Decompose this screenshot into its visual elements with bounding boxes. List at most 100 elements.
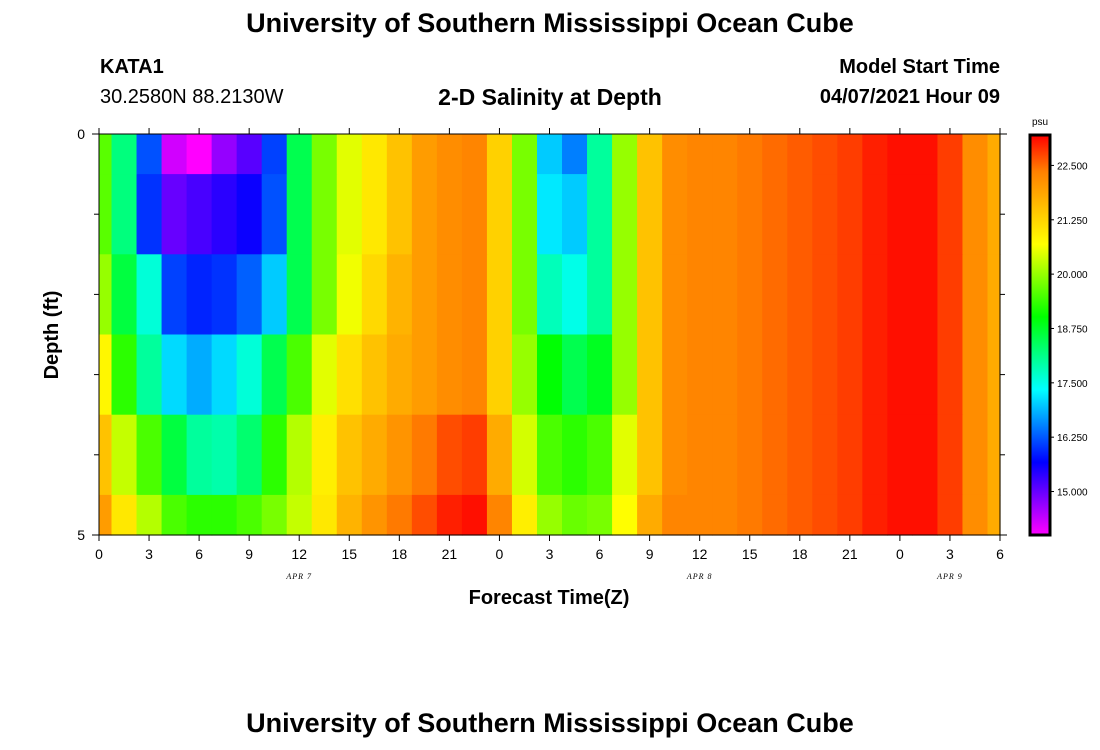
chart-subtitle: 2-D Salinity at Depth	[438, 84, 662, 110]
heatmap-cell	[637, 494, 663, 536]
heatmap-cell	[311, 494, 338, 536]
heatmap-cell	[812, 134, 838, 175]
heatmap-cell	[762, 254, 788, 336]
x-axis-ticks: 0 3 6 9 12 15 18 21 0 3 6 9 12 15 18 21 0 3 6	[95, 128, 1004, 562]
heatmap-cell	[336, 254, 363, 336]
heatmap-cell	[887, 174, 914, 255]
heatmap-cell	[461, 494, 488, 536]
heatmap-cell	[862, 414, 888, 496]
heatmap-cell	[161, 334, 188, 416]
heatmap-cell	[111, 254, 138, 336]
heatmap-cell	[361, 494, 388, 536]
heatmap-cell	[336, 334, 363, 416]
heatmap-cell	[812, 494, 838, 536]
heatmap-cell	[962, 494, 989, 536]
y-axis-ticks: 05	[77, 126, 1007, 543]
heatmap-cell	[912, 174, 939, 255]
heatmap-cell	[311, 134, 338, 175]
heatmap-cell	[687, 254, 713, 336]
heatmap-cell	[211, 334, 238, 416]
heatmap-cell	[261, 334, 288, 416]
heatmap-cell	[787, 414, 813, 496]
heatmap-cell	[687, 134, 713, 175]
heatmap-cell	[637, 414, 663, 496]
heatmap-cell	[286, 174, 313, 255]
heatmap-cell	[436, 414, 463, 496]
heatmap-cell	[186, 134, 213, 175]
heatmap-cell	[712, 334, 738, 416]
heatmap-cell	[211, 174, 238, 255]
heatmap-cell	[286, 494, 313, 536]
heatmap-cell	[962, 134, 989, 175]
heatmap-cell	[762, 414, 788, 496]
heatmap-cell	[111, 414, 138, 496]
heatmap-cell	[311, 254, 338, 336]
heatmap-cell	[186, 494, 213, 536]
heatmap-cell	[486, 254, 513, 336]
heatmap-cell	[511, 174, 538, 255]
heatmap-cell	[436, 494, 463, 536]
heatmap-cell	[236, 174, 263, 255]
heatmap-cell	[161, 414, 188, 496]
heatmap-cell	[461, 134, 488, 175]
x-tick-label: 6	[195, 546, 203, 562]
heatmap-cell	[562, 254, 588, 336]
y-tick-label: 0	[77, 126, 85, 142]
heatmap-cell	[511, 254, 538, 336]
heatmap-cell	[461, 334, 488, 416]
heatmap-cell	[862, 494, 888, 536]
heatmap-cell	[311, 414, 338, 496]
heatmap-cell	[486, 334, 513, 416]
date-label: APR 9	[936, 572, 963, 581]
heatmap-cell	[987, 134, 1001, 175]
heatmap-cell	[186, 334, 213, 416]
heatmap-cell	[812, 174, 838, 255]
x-tick-label: 0	[496, 546, 504, 562]
heatmap-cell	[887, 494, 914, 536]
x-tick-label: 12	[291, 546, 307, 562]
x-tick-label: 12	[692, 546, 708, 562]
heatmap-cell	[461, 254, 488, 336]
heatmap-cell	[987, 334, 1001, 416]
station-coordinates: 30.2580N 88.2130W	[100, 86, 284, 108]
heatmap-cell	[937, 174, 964, 255]
heatmap-cell	[286, 414, 313, 496]
heatmap-cell	[562, 494, 588, 536]
heatmap-cell	[787, 494, 813, 536]
heatmap-cell	[386, 494, 413, 536]
heatmap-cell	[687, 494, 713, 536]
colorbar-tick-label: 15.000	[1057, 488, 1088, 499]
x-tick-label: 15	[341, 546, 357, 562]
x-tick-label: 9	[245, 546, 253, 562]
heatmap-cell	[587, 494, 613, 536]
heatmap-cell	[486, 174, 513, 255]
heatmap-cell	[361, 254, 388, 336]
heatmap-cell	[837, 254, 863, 336]
heatmap-cell	[662, 494, 688, 536]
heatmap-cell	[937, 134, 964, 175]
colorbar-tick-label: 16.250	[1057, 433, 1088, 444]
heatmap-cell	[486, 134, 513, 175]
heatmap-cell	[336, 494, 363, 536]
heatmap-cell	[286, 134, 313, 175]
heatmap-cell	[987, 414, 1001, 496]
heatmap-cell	[111, 334, 138, 416]
heatmap-cell	[587, 414, 613, 496]
heatmap-cell	[737, 494, 763, 536]
heatmap-cell	[662, 334, 688, 416]
heatmap-cell	[311, 334, 338, 416]
heatmap-cell	[962, 334, 989, 416]
heatmap-cell	[161, 494, 188, 536]
heatmap-cell	[587, 174, 613, 255]
heatmap-cell	[361, 414, 388, 496]
heatmap-cell	[912, 334, 939, 416]
heatmap-cells	[99, 134, 1001, 536]
heatmap-cell	[436, 174, 463, 255]
heatmap-cell	[136, 334, 163, 416]
heatmap-cell	[411, 494, 438, 536]
heatmap-cell	[361, 334, 388, 416]
heatmap-cell	[211, 254, 238, 336]
date-labels: APR 7 APR 8 APR 9	[285, 572, 963, 581]
heatmap-cell	[712, 174, 738, 255]
